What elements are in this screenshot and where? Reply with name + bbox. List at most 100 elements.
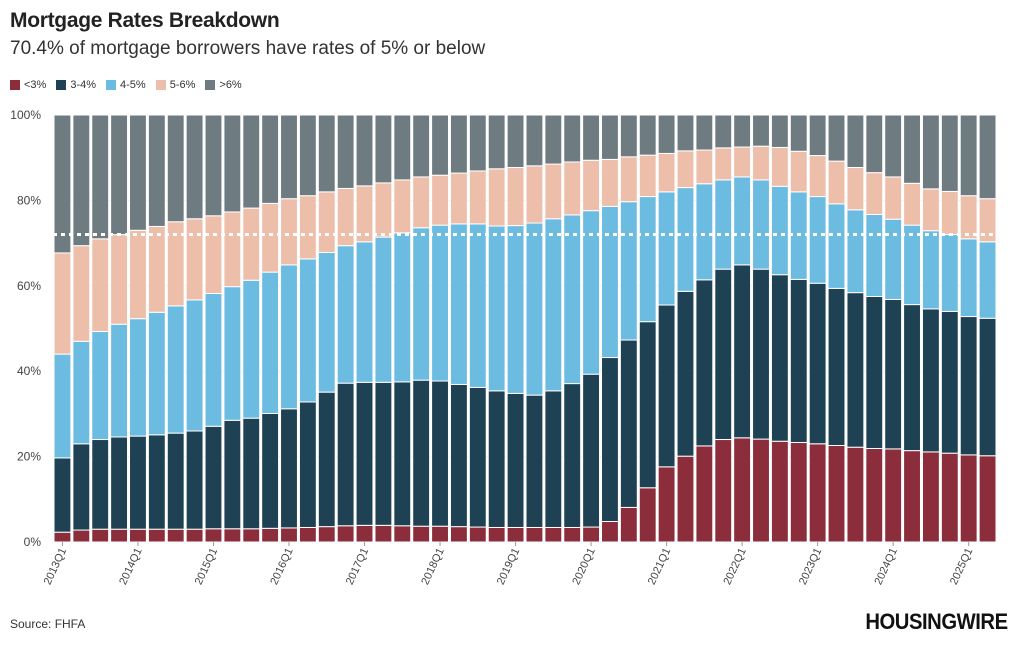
bar-segment (601, 521, 619, 543)
bar-segment (204, 425, 223, 530)
bar-segment (563, 214, 582, 385)
bar-segment (619, 506, 638, 543)
bar-segment (921, 114, 940, 190)
bar-segment (487, 526, 506, 543)
bar-segment (657, 304, 676, 468)
legend-label: >6% (219, 79, 242, 91)
bar-segment (242, 114, 261, 209)
bar-segment (72, 245, 91, 342)
bar-segment (129, 435, 147, 530)
bar-segment (582, 373, 601, 528)
bar-segment (261, 271, 280, 414)
bar-segment (468, 170, 487, 225)
bar-segment (506, 225, 525, 394)
bar-segment (185, 430, 204, 530)
bar-segment (940, 452, 959, 543)
bar-segment (601, 357, 619, 523)
bar-segment (91, 330, 110, 441)
legend-label: 3-4% (70, 79, 97, 91)
bar-segment (468, 526, 487, 543)
bar-segment (72, 114, 91, 247)
bar-segment (582, 114, 601, 161)
bar-segment (110, 114, 129, 236)
bar-segment (355, 524, 374, 543)
legend: <3% 3-4% 4-5% 5-6% >6% (10, 79, 242, 91)
bar-segment (978, 241, 997, 319)
bar-segment (449, 223, 468, 385)
bar-segment (959, 454, 978, 543)
bar-segment (431, 525, 449, 543)
bar-segment (129, 229, 147, 320)
legend-item: 5-6% (155, 79, 195, 91)
x-tick-label: 2021Q1 (646, 546, 673, 587)
source-note: Source: FHFA (10, 617, 86, 631)
bar-segment (865, 213, 884, 297)
x-tick-label: 2020Q1 (570, 546, 597, 587)
bar-segment (336, 187, 355, 247)
bar-segment (714, 147, 733, 181)
bar-segment (506, 392, 525, 528)
bar-segment (223, 286, 242, 421)
x-tick-label: 2015Q1 (193, 546, 220, 587)
bar-segment (129, 528, 147, 543)
bar-segment (298, 258, 317, 403)
bar-segment (865, 114, 884, 174)
bar-segment (166, 305, 185, 434)
x-tick-label: 2023Q1 (797, 546, 824, 587)
bar-segment (695, 445, 714, 543)
bar-segment (903, 182, 921, 226)
bar-segment (770, 274, 789, 442)
bar-segment (808, 155, 827, 198)
bar-segment (752, 145, 770, 181)
bar-segment (601, 205, 619, 359)
bar-segment (204, 114, 223, 217)
bar-segment (789, 114, 808, 152)
bar-segment (204, 528, 223, 543)
bar-segment (185, 299, 204, 432)
bar-segment (676, 187, 695, 292)
bar-segment (280, 408, 298, 529)
bar-segment (563, 383, 582, 528)
legend-swatch (10, 80, 20, 90)
bar-segment (468, 114, 487, 172)
chart-subtitle: 70.4% of mortgage borrowers have rates o… (10, 38, 486, 59)
bar-segment (431, 174, 449, 226)
bar-segment (336, 245, 355, 384)
legend-item: >6% (205, 79, 242, 91)
bar-segment (336, 525, 355, 543)
bar-segment (506, 114, 525, 169)
bar-segment (374, 114, 393, 184)
bar-segment (147, 434, 166, 530)
bar-segment (506, 526, 525, 543)
bar-segment (412, 114, 431, 178)
bar-segment (204, 215, 223, 294)
bar-segment (223, 528, 242, 543)
bar-segment (317, 251, 336, 393)
bar-segment (147, 311, 166, 436)
bar-segment (846, 292, 865, 448)
x-tick-label: 2019Q1 (495, 546, 522, 587)
bar-segment (827, 114, 846, 162)
bar-segment (714, 439, 733, 543)
bar-segment (846, 209, 865, 294)
bar-segment (129, 318, 147, 437)
bar-segment (242, 417, 261, 530)
bar-segment (431, 380, 449, 527)
bar-segment (714, 179, 733, 270)
bar-segment (752, 179, 770, 270)
bar-segment (147, 225, 166, 313)
bar-segment (317, 114, 336, 193)
bar-segment (242, 207, 261, 281)
bar-segment (317, 191, 336, 253)
bar-segment (601, 158, 619, 207)
bar-segment (808, 114, 827, 157)
x-tick-label: 2017Q1 (344, 546, 371, 587)
bar-segment (412, 525, 431, 543)
bar-segment (676, 150, 695, 189)
bar-segment (978, 455, 997, 543)
bar-segment (91, 528, 110, 543)
bar-segment (638, 487, 657, 543)
bar-segment (298, 526, 317, 543)
bar-segment (752, 268, 770, 440)
bar-segment (601, 114, 619, 160)
